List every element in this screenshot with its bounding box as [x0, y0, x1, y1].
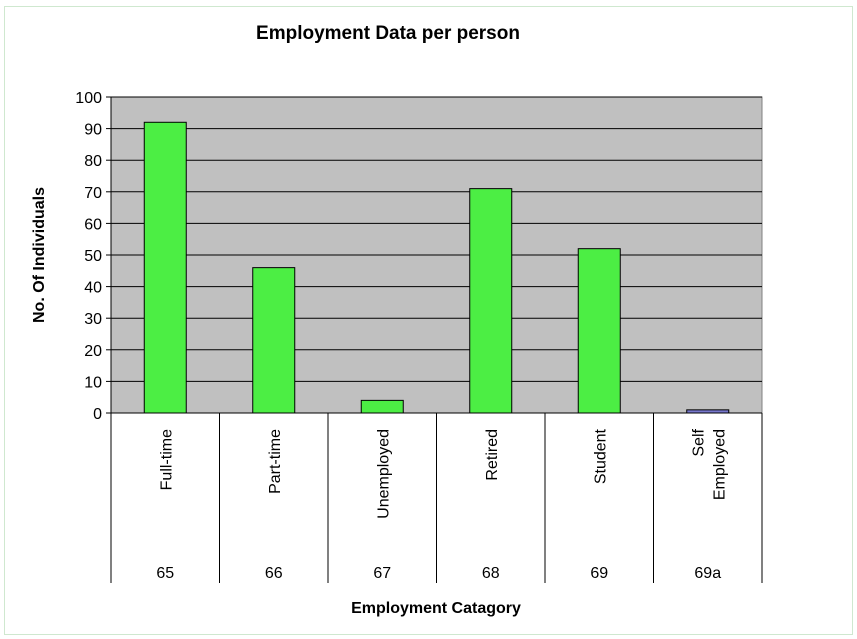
y-tick-label: 80 [84, 153, 102, 170]
bar-69a [686, 409, 730, 414]
y-tick-label: 30 [84, 311, 102, 328]
bar-65 [143, 121, 187, 414]
y-tick-label: 10 [84, 374, 102, 391]
category-code: 69a [694, 565, 721, 582]
category-label: Self [690, 428, 707, 456]
category-label: Employed [711, 429, 728, 500]
category-label: Retired [484, 429, 501, 481]
bar-67 [360, 399, 404, 414]
category-code: 69 [590, 565, 608, 582]
bar-66 [252, 267, 296, 414]
y-tick-label: 0 [93, 406, 102, 423]
chart-title: Employment Data per person [256, 23, 520, 44]
y-axis-label: No. Of Individuals [31, 187, 48, 323]
category-code: 65 [156, 565, 174, 582]
chart-frame: Employment Data per person 0 10 20 30 40 50 60… [4, 6, 853, 635]
y-tick-label: 20 [84, 343, 102, 360]
category-label: Unemployed [375, 429, 392, 519]
bar-69 [577, 248, 621, 414]
category-label: Student [592, 428, 609, 484]
y-tick-label: 90 [84, 122, 102, 139]
category-label: Full-time [158, 429, 175, 490]
y-tick-label: 50 [84, 248, 102, 265]
bar-68 [469, 188, 513, 414]
category-code: 67 [373, 565, 391, 582]
plot-area: 0 10 20 30 40 50 60 70 80 90 100 Full-time 65 Part-ti… [75, 90, 763, 583]
category-code: 68 [482, 565, 500, 582]
y-tick-label: 40 [84, 280, 102, 297]
bar-chart: Employment Data per person 0 10 20 30 40 50 60… [31, 23, 763, 617]
y-tick-label: 100 [75, 90, 102, 107]
y-tick-label: 70 [84, 185, 102, 202]
x-axis-label: Employment Catagory [351, 600, 521, 617]
category-code: 66 [265, 565, 283, 582]
y-tick-label: 60 [84, 216, 102, 233]
category-label: Part-time [267, 429, 284, 494]
